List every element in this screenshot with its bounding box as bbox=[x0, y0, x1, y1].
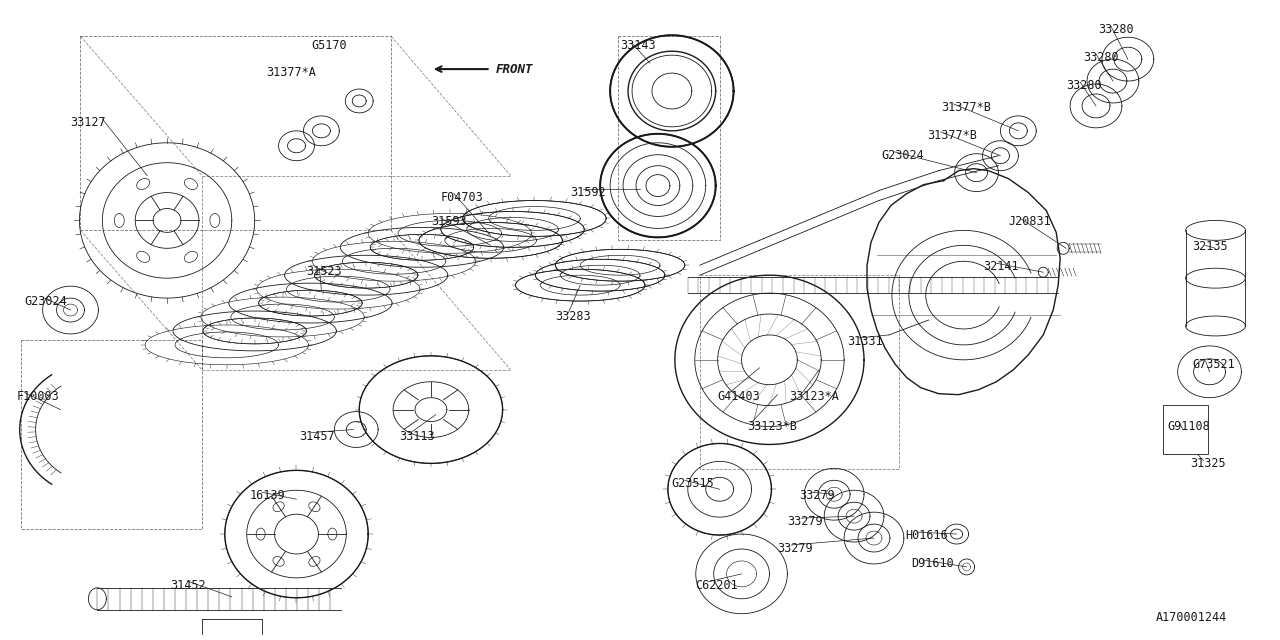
Text: 33279: 33279 bbox=[799, 489, 835, 502]
Text: 33143: 33143 bbox=[620, 39, 655, 52]
Text: 31592: 31592 bbox=[571, 186, 605, 198]
Text: 33127: 33127 bbox=[70, 116, 106, 129]
Text: 31452: 31452 bbox=[170, 579, 206, 592]
Text: H01616: H01616 bbox=[905, 529, 947, 542]
Text: 31523: 31523 bbox=[306, 265, 342, 278]
Text: 33123*B: 33123*B bbox=[748, 420, 797, 433]
Text: 32141: 32141 bbox=[983, 260, 1019, 273]
Text: 33123*A: 33123*A bbox=[790, 390, 840, 403]
Text: A170001244: A170001244 bbox=[1156, 611, 1228, 624]
Text: 33280: 33280 bbox=[1083, 51, 1119, 64]
Text: 31593: 31593 bbox=[431, 216, 466, 228]
Text: F04703: F04703 bbox=[440, 191, 484, 204]
Text: 32135: 32135 bbox=[1193, 241, 1229, 253]
Bar bbox=[1162, 404, 1207, 454]
Text: 33279: 33279 bbox=[777, 542, 813, 555]
Text: G5170: G5170 bbox=[311, 39, 347, 52]
Text: D91610: D91610 bbox=[911, 557, 954, 570]
Text: C62201: C62201 bbox=[695, 579, 737, 592]
Text: G73521: G73521 bbox=[1193, 358, 1235, 371]
Text: J20831: J20831 bbox=[1009, 216, 1051, 228]
Text: 33280: 33280 bbox=[1098, 23, 1134, 36]
Text: G23024: G23024 bbox=[881, 148, 924, 162]
Text: G23515: G23515 bbox=[672, 477, 714, 490]
Text: F10003: F10003 bbox=[17, 390, 59, 403]
Text: 33283: 33283 bbox=[556, 310, 591, 323]
Text: 31325: 31325 bbox=[1190, 458, 1226, 470]
Text: 33279: 33279 bbox=[787, 515, 823, 528]
Text: G41403: G41403 bbox=[718, 390, 760, 403]
Text: 31331: 31331 bbox=[847, 335, 883, 348]
Text: 31377*B: 31377*B bbox=[941, 101, 991, 114]
Text: 31457: 31457 bbox=[300, 429, 335, 442]
Text: 31377*A: 31377*A bbox=[266, 66, 316, 79]
Text: 33113: 33113 bbox=[399, 429, 435, 442]
Text: FRONT: FRONT bbox=[495, 63, 534, 76]
Text: 16139: 16139 bbox=[250, 489, 285, 502]
Text: G23024: G23024 bbox=[24, 295, 68, 308]
Text: 31377*B: 31377*B bbox=[927, 129, 977, 142]
Text: G91108: G91108 bbox=[1167, 420, 1211, 433]
Text: 33280: 33280 bbox=[1066, 79, 1102, 92]
